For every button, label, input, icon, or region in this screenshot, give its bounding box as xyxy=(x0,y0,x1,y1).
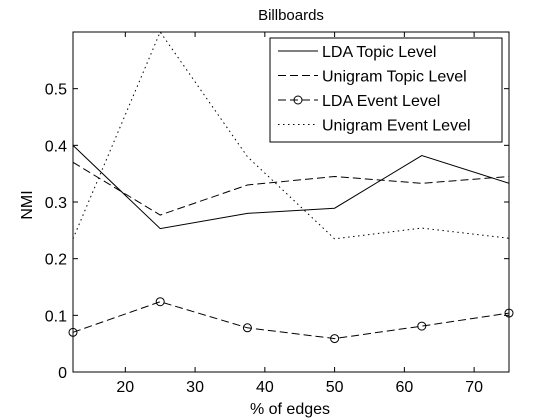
x-tick-label: 30 xyxy=(186,379,204,396)
x-tick-label: 20 xyxy=(116,379,134,396)
legend-label: LDA Event Level xyxy=(322,93,440,110)
y-tick-label: 0.3 xyxy=(45,195,67,212)
chart-title: Billboards xyxy=(258,7,324,24)
legend-label: Unigram Event Level xyxy=(322,118,471,135)
series-line-2 xyxy=(72,161,510,216)
data-point-marker xyxy=(330,334,340,344)
data-point-marker xyxy=(155,297,165,307)
y-tick-label: 0.5 xyxy=(45,82,67,99)
x-tick-label: 40 xyxy=(256,379,274,396)
plot-frame xyxy=(72,31,510,373)
axis-ticks: 0 0.1 0.2 0.3 0.4 0.5 20 30 40 50 60 70 xyxy=(45,32,509,396)
series-line-3 xyxy=(72,301,510,340)
data-point-marker xyxy=(242,323,252,333)
legend-label: Unigram Topic Level xyxy=(322,69,467,86)
y-tick-label: 0.1 xyxy=(45,308,67,325)
x-axis-title: % of edges xyxy=(250,401,330,418)
plot-series xyxy=(68,30,514,344)
y-tick-label: 0.4 xyxy=(45,138,67,155)
data-point-marker xyxy=(417,321,427,331)
y-axis-title: NMI xyxy=(19,190,36,219)
legend: LDA Topic Level Unigram Topic Level LDA Ev… xyxy=(269,37,503,143)
series-line-1 xyxy=(72,144,510,230)
legend-marker xyxy=(293,95,303,105)
y-tick-label: 0.2 xyxy=(45,252,67,269)
x-tick-label: 50 xyxy=(326,379,344,396)
x-tick-label: 70 xyxy=(465,379,483,396)
x-tick-label: 60 xyxy=(395,379,413,396)
legend-label: LDA Topic Level xyxy=(322,44,436,61)
y-tick-label: 0 xyxy=(58,365,67,382)
